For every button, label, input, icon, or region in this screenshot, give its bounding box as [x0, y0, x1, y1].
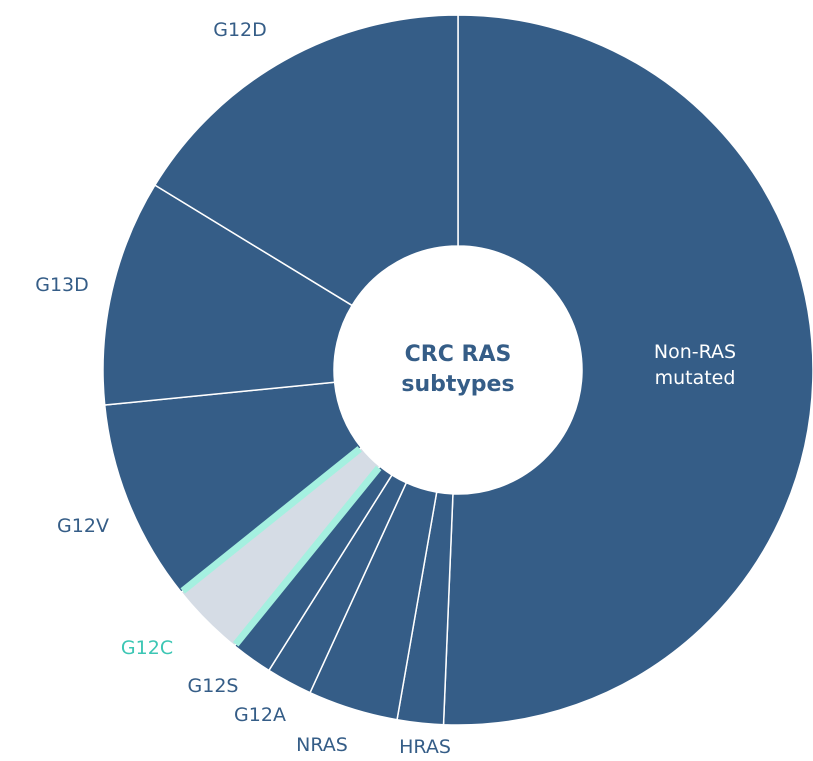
slice: [102, 184, 354, 406]
slice-label: NRAS: [296, 734, 348, 756]
slice-label: G12D: [213, 19, 267, 41]
slice-label: G12C: [120, 637, 174, 659]
highlight-edge: [233, 465, 382, 647]
slice-label: G13D: [35, 274, 89, 296]
slice-label: G12S: [187, 675, 239, 697]
slice-label: G12V: [57, 515, 109, 537]
slice: [103, 381, 363, 594]
slice-label: HRAS: [399, 736, 451, 758]
slice: [442, 14, 813, 726]
slice-label: Non-RAS mutated: [653, 341, 737, 389]
center-title: CRC RAS subtypes: [401, 342, 515, 397]
slice-label: G12A: [234, 704, 286, 726]
highlight-edge: [180, 446, 362, 594]
slice: [153, 14, 459, 307]
